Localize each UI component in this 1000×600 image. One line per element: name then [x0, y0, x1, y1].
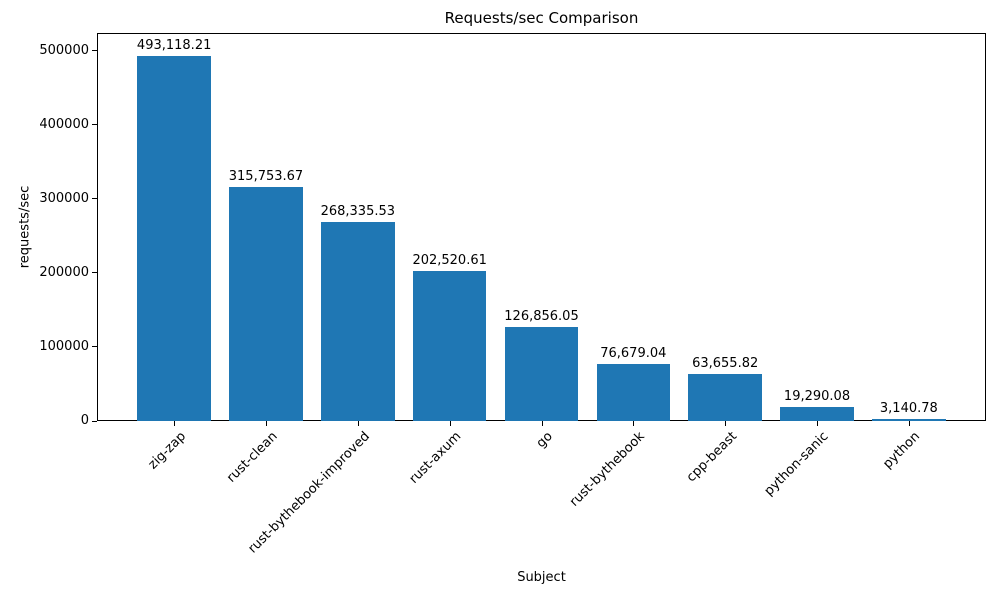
bar-value-label: 202,520.61 — [412, 253, 487, 269]
bar-rust-bythebook-improved — [321, 222, 395, 421]
x-tick-label: rust-bythebook — [567, 429, 648, 510]
y-tick-mark — [92, 198, 97, 200]
x-tick-mark — [174, 421, 176, 426]
bar-value-label: 315,753.67 — [228, 169, 304, 185]
y-tick-mark — [92, 124, 97, 126]
x-tick-label: rust-axum — [406, 429, 465, 487]
bar-rust-bythebook — [596, 364, 671, 421]
bar-value-label: 19,290.08 — [783, 388, 851, 404]
x-tick-mark — [449, 421, 451, 426]
y-tick-mark — [92, 50, 97, 52]
bar-zig-zap — [137, 55, 211, 421]
bar-value-label: 63,655.82 — [692, 355, 759, 371]
y-tick-label: 500000 — [39, 42, 89, 58]
bar-value-label: 268,335.53 — [320, 204, 396, 220]
x-tick-mark — [357, 421, 359, 426]
y-tick-label: 0 — [80, 413, 89, 428]
bar-go — [504, 327, 579, 421]
x-tick-mark — [633, 421, 635, 426]
chart-title: Requests/sec Comparison — [444, 9, 639, 27]
bar-python-sanic — [780, 406, 854, 421]
bar-value-label: 76,679.04 — [600, 346, 667, 362]
x-tick-mark — [725, 421, 727, 426]
bar-value-label: 126,856.05 — [504, 309, 579, 325]
bar-cpp-beast — [688, 373, 762, 421]
x-tick-mark — [908, 421, 910, 426]
y-tick-mark — [92, 272, 97, 274]
x-tick-label: zig-zap — [145, 429, 189, 473]
x-tick-mark — [541, 421, 543, 426]
x-tick-label: rust-clean — [223, 429, 281, 486]
y-tick-mark — [92, 346, 97, 348]
y-tick-mark — [92, 420, 97, 422]
y-tick-label: 400000 — [39, 116, 89, 132]
x-tick-label: python-sanic — [761, 429, 832, 499]
bar-rust-axum — [412, 271, 487, 421]
bar-value-label: 493,118.21 — [136, 37, 212, 53]
x-tick-mark — [265, 421, 267, 426]
bar-value-label: 3,140.78 — [879, 400, 938, 416]
y-tick-label: 300000 — [39, 190, 89, 206]
x-tick-label: go — [534, 429, 557, 452]
y-tick-label: 200000 — [39, 264, 89, 280]
x-tick-label: python — [880, 429, 924, 472]
x-axis-label: Subject — [517, 570, 566, 585]
y-axis-label: requests/sec — [17, 185, 33, 269]
bar-rust-clean — [229, 187, 303, 421]
x-tick-label: cpp-beast — [683, 429, 740, 486]
x-tick-mark — [817, 421, 819, 426]
bar-python — [872, 418, 946, 421]
y-tick-label: 100000 — [39, 338, 89, 354]
